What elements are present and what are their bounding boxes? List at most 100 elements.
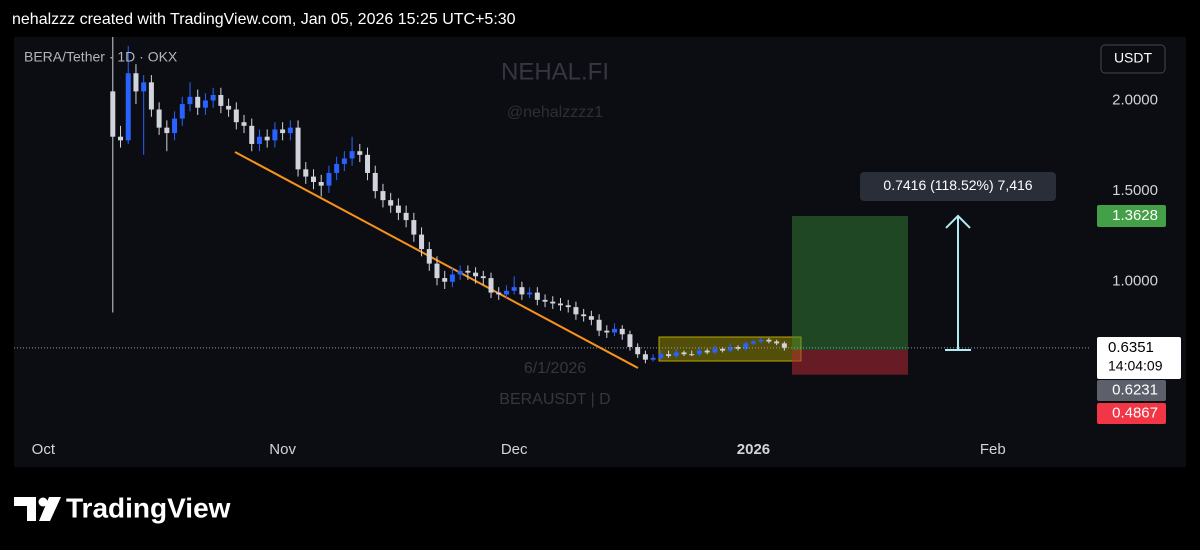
candle-body — [434, 263, 440, 279]
candle-body — [758, 339, 764, 342]
logo-mark — [38, 497, 48, 507]
candle-body — [573, 307, 579, 315]
candle-body — [195, 96, 201, 108]
candle-body — [743, 343, 749, 349]
candle-body — [426, 249, 432, 264]
footer-logo-text: TradingView — [66, 492, 231, 523]
candle-body — [488, 278, 494, 293]
entry-price-badge — [1097, 380, 1166, 401]
candle-body — [303, 169, 309, 177]
plot-area — [14, 37, 1090, 375]
tradingview-logo: TradingView — [14, 492, 231, 523]
candle-body — [519, 287, 525, 295]
candle-body — [457, 270, 463, 275]
candle-body — [612, 328, 618, 333]
position-loss-zone — [792, 350, 908, 375]
target-price-label: 1.3628 — [1112, 207, 1158, 224]
candle-body — [372, 172, 378, 192]
candle-body — [133, 73, 139, 92]
currency-button[interactable] — [1100, 44, 1166, 74]
position-profit-zone — [792, 215, 908, 351]
candle-body — [264, 136, 270, 141]
last-price-badge — [1097, 337, 1181, 379]
candle-body — [666, 354, 672, 357]
candle-body — [681, 352, 687, 355]
target-price-badge — [1097, 204, 1166, 227]
candle-body — [349, 151, 355, 159]
last-price-label: 0.6351 — [1108, 339, 1154, 356]
x-tick-label: Dec — [501, 441, 528, 458]
candle-body — [226, 105, 232, 110]
watermark-symbol: BERAUSDT | D — [499, 391, 610, 408]
candle-body — [411, 220, 417, 235]
candle-body — [550, 301, 556, 304]
candle-body — [774, 341, 780, 344]
candle-body — [125, 73, 131, 141]
candle-body — [766, 339, 772, 342]
candle-body — [365, 154, 371, 173]
measure-label: 0.7416 (118.52%) 7,416 — [883, 177, 1032, 193]
candle-body — [727, 346, 733, 351]
countdown-label: 14:04:09 — [1108, 358, 1163, 374]
candle-body — [110, 91, 116, 137]
candle-body — [310, 176, 316, 183]
currency-label[interactable]: USDT — [1114, 50, 1153, 66]
candle-body — [781, 343, 787, 348]
measure-label-box — [860, 172, 1056, 201]
candle-body — [503, 290, 509, 295]
candle-body — [403, 212, 409, 221]
candle-body — [534, 292, 540, 300]
candle-body — [280, 129, 286, 134]
candle-body — [341, 158, 347, 164]
candle-body — [172, 118, 178, 134]
candle-body — [419, 234, 425, 250]
candle-body — [619, 328, 625, 335]
watermark: @nehalzzzz1 — [507, 104, 603, 121]
stop-price-label: 0.4867 — [1112, 404, 1158, 421]
candle-body — [118, 136, 124, 141]
candle-body — [233, 109, 239, 123]
logo-mark — [14, 497, 36, 521]
candle-body — [380, 191, 386, 201]
candle-body — [650, 357, 656, 360]
candle-body — [295, 127, 301, 170]
candle-body — [689, 354, 695, 356]
candle-body — [581, 314, 587, 317]
candle-body — [480, 276, 486, 279]
candle-body — [658, 354, 664, 358]
candle-body — [511, 287, 517, 291]
candle-body — [272, 129, 278, 141]
entry-price-label: 0.6231 — [1112, 381, 1158, 398]
watermark-date: 6/1/2026 — [524, 360, 586, 377]
candle-body — [442, 278, 448, 282]
candle-body — [249, 125, 255, 144]
symbol-label: BERA/Tether · 1D · OKX — [24, 49, 178, 65]
y-tick-label: 2.0000 — [1112, 91, 1158, 108]
candle-body — [334, 163, 340, 173]
candle-body — [627, 334, 633, 347]
candle-body — [542, 299, 548, 302]
candle-body — [179, 104, 185, 119]
candle-body — [395, 205, 401, 213]
candle-body — [565, 305, 571, 308]
candle-body — [202, 100, 208, 108]
y-tick-label: 1.5000 — [1112, 182, 1158, 199]
x-tick-label: Nov — [269, 441, 296, 458]
candle-body — [604, 330, 610, 333]
candle-body — [735, 346, 741, 349]
candle-body — [712, 348, 718, 353]
candle-body — [720, 348, 726, 351]
candle-body — [473, 272, 479, 277]
candle-body — [588, 316, 594, 320]
candle-body — [696, 350, 702, 355]
candle-body — [596, 319, 602, 331]
x-tick-label: Feb — [980, 441, 1006, 458]
watermark: NEHAL.FI — [501, 58, 609, 85]
candle-body — [465, 270, 471, 273]
candle-body — [148, 82, 154, 110]
candle-body — [326, 172, 332, 186]
candle-body — [557, 303, 563, 306]
candle-body — [673, 352, 679, 357]
candle-body — [635, 346, 641, 355]
